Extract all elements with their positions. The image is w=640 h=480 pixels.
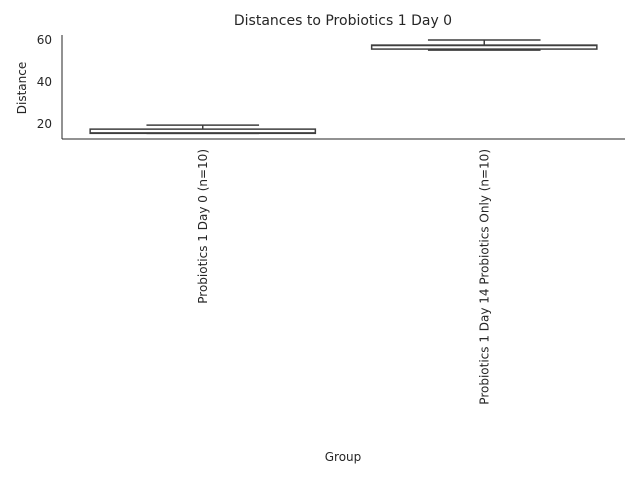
y-tick-label: 60 — [37, 33, 52, 47]
y-tick-label: 40 — [37, 75, 52, 89]
x-axis-label: Group — [325, 450, 362, 464]
x-tick-label: Probiotics 1 Day 14 Probiotics Only (n=1… — [477, 149, 491, 405]
y-tick-label: 20 — [37, 117, 52, 131]
chart-title: Distances to Probiotics 1 Day 0 — [234, 13, 452, 29]
x-tick-label: Probiotics 1 Day 0 (n=10) — [196, 149, 210, 304]
y-axis-label: Distance — [15, 62, 29, 114]
